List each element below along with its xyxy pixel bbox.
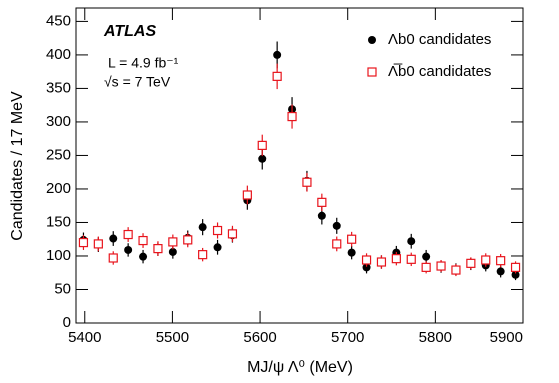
x-axis-title: MJ/ψ Λ⁰ (MeV) <box>247 359 353 376</box>
data-point <box>272 71 282 81</box>
data-point <box>391 254 401 264</box>
y-tick-label: 200 <box>46 180 71 197</box>
y-tick-label: 50 <box>54 280 71 297</box>
y-tick-label: 300 <box>46 113 71 130</box>
data-point <box>109 234 118 243</box>
data-point <box>347 234 357 244</box>
data-point <box>317 211 326 220</box>
data-point <box>123 229 133 240</box>
data-point <box>139 252 148 261</box>
y-tick-label: 0 <box>63 314 71 331</box>
data-point <box>212 225 223 236</box>
data-point <box>466 258 476 268</box>
data-point <box>451 265 461 275</box>
data-point <box>227 229 238 239</box>
x-tick-label: 5700 <box>331 329 364 346</box>
plot-frame <box>75 7 524 324</box>
data-point <box>138 235 148 246</box>
data-point <box>317 197 327 207</box>
data-point <box>347 248 356 257</box>
x-tick-label: 5600 <box>243 329 276 346</box>
data-point <box>168 247 177 256</box>
data-point <box>183 235 193 245</box>
legend-marker <box>367 67 377 77</box>
data-point <box>376 257 387 267</box>
data-point <box>421 262 431 272</box>
data-point <box>213 243 222 252</box>
energy: √s = 7 TeV <box>104 74 171 90</box>
data-point <box>361 255 372 265</box>
legend-label: Λb0 candidates <box>388 31 491 48</box>
x-tick-label: 5400 <box>68 329 101 346</box>
y-tick-label: 350 <box>46 79 71 96</box>
data-point <box>510 262 521 272</box>
legend-label: Λ̅b0 candidates <box>388 63 491 80</box>
x-tick-label: 5500 <box>156 329 189 346</box>
data-point <box>168 237 178 247</box>
y-tick-label: 400 <box>46 46 71 63</box>
data-point <box>332 239 342 249</box>
data-point <box>511 270 520 279</box>
data-point <box>108 253 118 263</box>
y-axis-title: Candidates / 17 MeV <box>9 91 26 241</box>
data-point <box>78 237 89 248</box>
data-point <box>287 111 297 122</box>
legend-marker <box>368 36 376 44</box>
data-point <box>93 239 103 249</box>
luminosity: L = 4.9 fb⁻¹ <box>108 55 179 71</box>
data-point <box>302 177 312 187</box>
data-point <box>198 223 207 232</box>
data-point <box>436 261 446 271</box>
data-point <box>242 190 252 200</box>
data-point <box>273 50 282 59</box>
data-point <box>407 237 416 246</box>
data-point <box>153 244 163 254</box>
y-tick-label: 150 <box>46 213 71 230</box>
data-point <box>481 255 491 265</box>
x-tick-label: 5900 <box>490 329 523 346</box>
data-point <box>198 250 208 260</box>
data-point <box>258 154 267 163</box>
y-tick-label: 250 <box>46 146 71 163</box>
data-point <box>496 267 505 276</box>
data-point <box>496 256 506 266</box>
y-tick-label: 450 <box>46 12 71 29</box>
y-tick-label: 100 <box>46 247 71 264</box>
data-point <box>257 140 267 150</box>
atlas-label: ATLAS <box>103 23 156 40</box>
data-point <box>422 252 431 261</box>
data-point <box>332 221 341 230</box>
x-tick-label: 5800 <box>419 329 452 346</box>
data-point <box>362 263 371 272</box>
data-point <box>406 254 416 264</box>
data-point <box>124 245 133 254</box>
